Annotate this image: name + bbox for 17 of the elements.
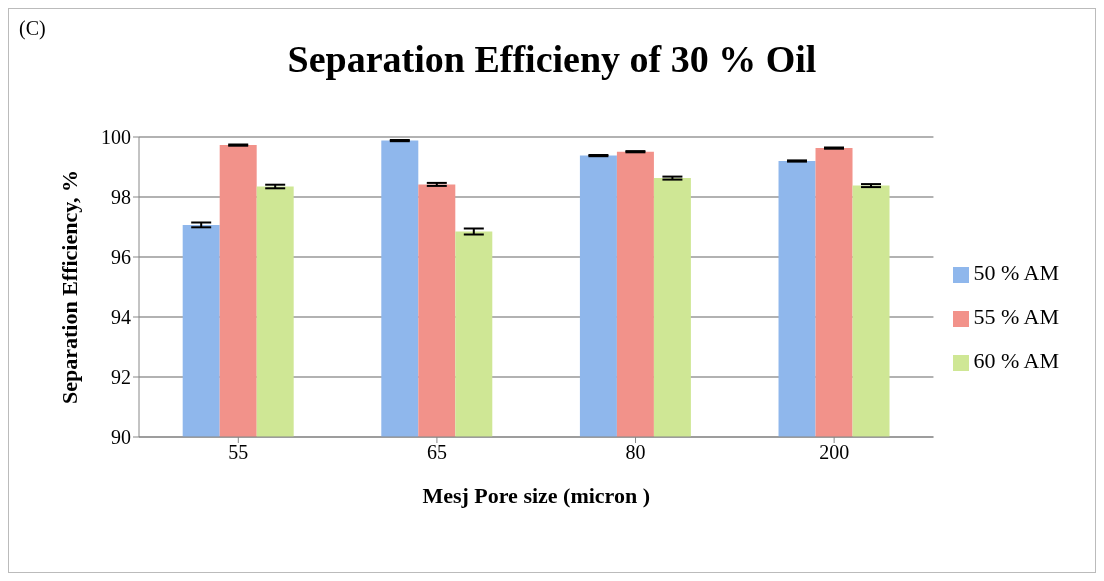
x-tick-label: 80 (625, 441, 646, 464)
legend-label: 60 % AM (973, 348, 1059, 373)
y-tick-label: 90 (111, 426, 131, 449)
chart-title: Separation Efficieny of 30 % Oil (287, 38, 817, 80)
y-tick-label: 94 (111, 306, 131, 329)
x-axis-title: Mesj Pore size (micron ) (422, 482, 651, 508)
legend-label: 50 % AM (973, 260, 1059, 285)
y-tick-label: 100 (101, 126, 131, 149)
y-tick-label: 96 (111, 246, 131, 269)
x-tick-label: 200 (819, 441, 850, 464)
x-tick-label: 65 (426, 441, 447, 464)
y-axis-title: Separation Efficiency, % (56, 169, 82, 405)
x-tick-label: 55 (228, 441, 249, 464)
y-tick-label: 92 (111, 366, 131, 389)
text: (C) (19, 17, 46, 40)
legend-label: 55 % AM (973, 304, 1059, 329)
y-tick-label: 98 (111, 186, 131, 209)
